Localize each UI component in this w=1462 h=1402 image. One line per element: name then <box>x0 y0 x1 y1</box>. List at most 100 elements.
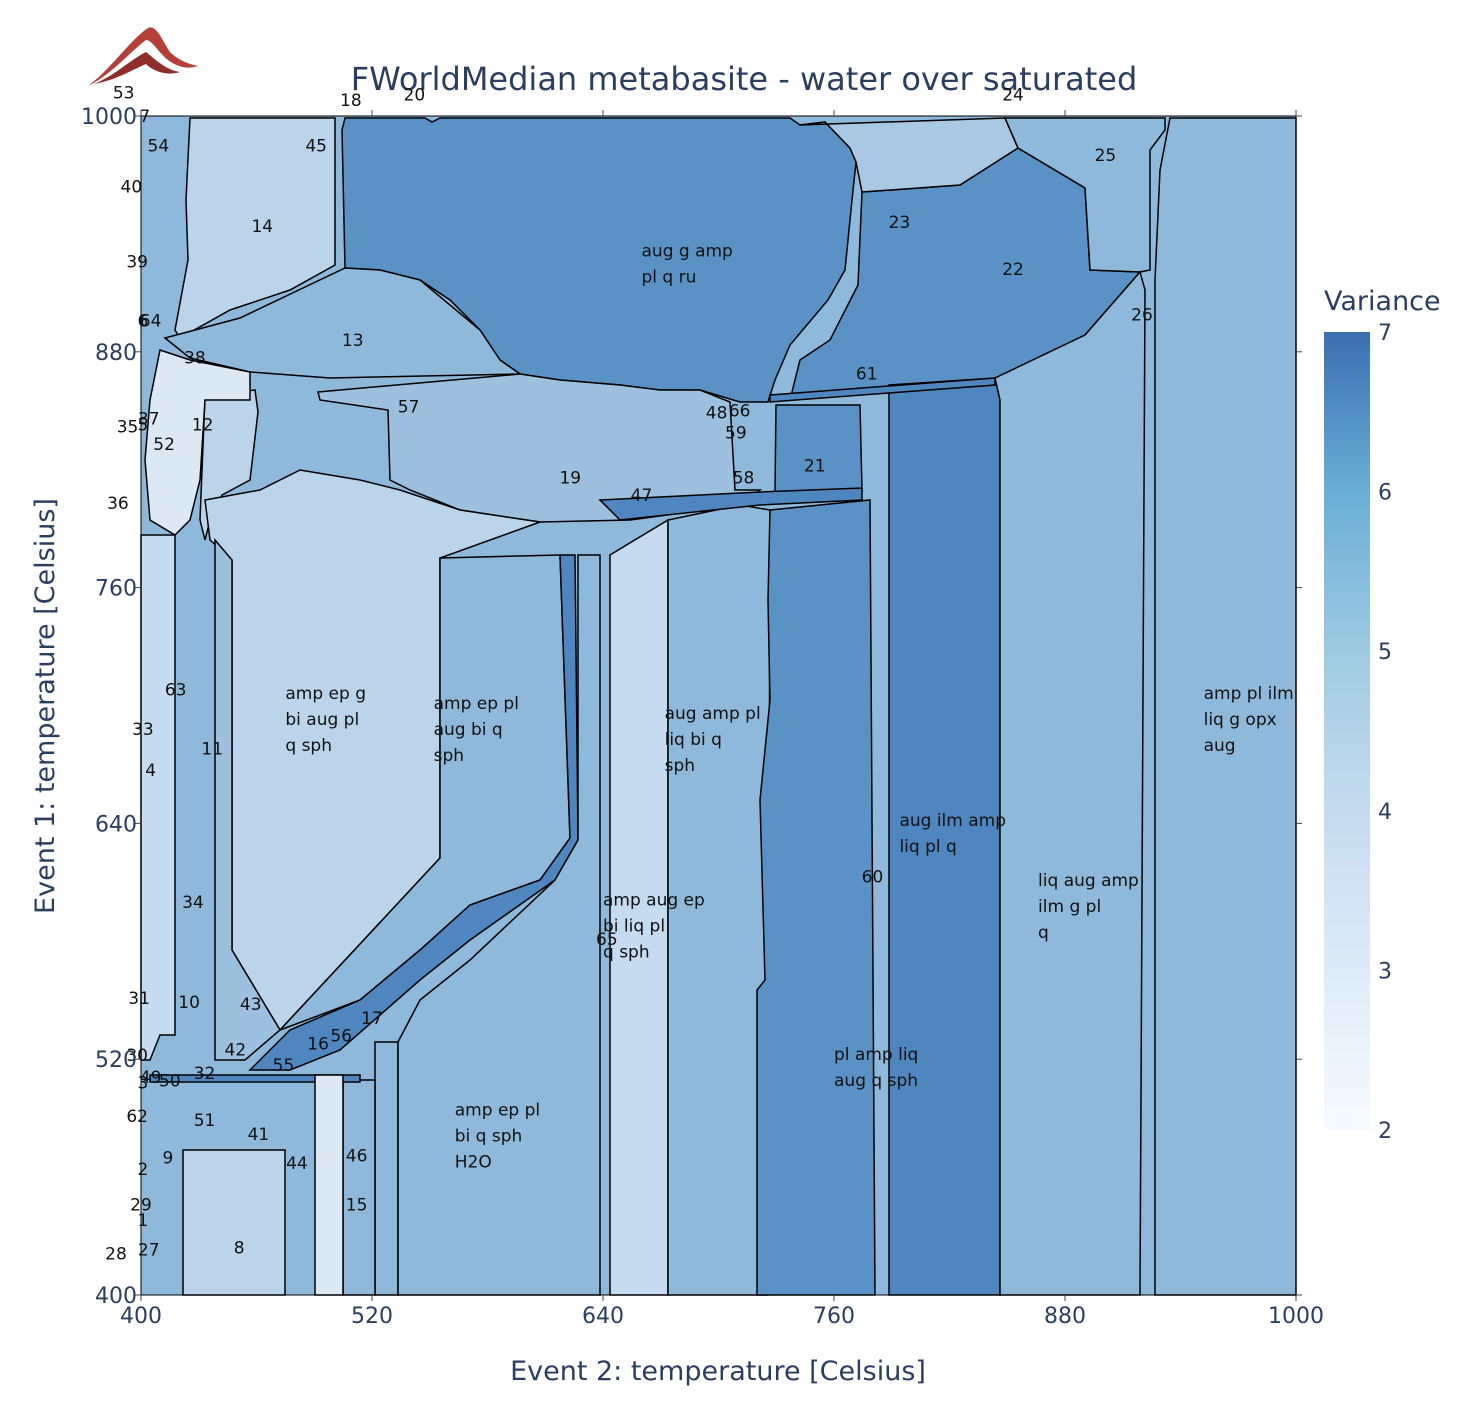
numbered-label: 56 <box>330 1027 352 1047</box>
colorbar-title: Variance <box>1324 286 1441 317</box>
field-label-line: aug <box>1204 736 1236 756</box>
field-label: aug g amp pl q ru <box>642 241 733 287</box>
field-label-line: q sph <box>603 942 650 962</box>
numbered-label: 2 <box>138 1160 149 1180</box>
numbered-label: 55 <box>273 1056 295 1076</box>
numbered-labels: 1234566478910111213141516171819202122232… <box>105 83 1153 1264</box>
field-region <box>149 1074 361 1083</box>
numbered-label: 65 <box>596 930 618 950</box>
numbered-label: 39 <box>126 252 148 272</box>
field-label: liq aug amp ilm g pl q <box>1038 871 1139 943</box>
field-region <box>314 1074 344 1296</box>
numbered-label: 17 <box>361 1009 383 1029</box>
numbered-label: 49 <box>140 1068 162 1088</box>
numbered-label: 27 <box>138 1241 160 1261</box>
numbered-label: 20 <box>404 85 426 105</box>
field-label-line: bi aug pl <box>285 710 359 730</box>
field-label-line: aug bi q <box>434 720 503 740</box>
numbered-label: 63 <box>165 681 187 701</box>
field-label: amp pl ilm liq g opx aug <box>1204 684 1294 756</box>
numbered-label: 11 <box>201 740 223 760</box>
field-label-line: liq aug amp <box>1038 871 1139 891</box>
field-region <box>174 117 336 340</box>
field-region <box>994 270 1146 1296</box>
numbered-label: 10 <box>178 993 200 1013</box>
numbered-label: 28 <box>105 1245 127 1265</box>
field-region <box>144 349 251 536</box>
colorbar-tick-label: 5 <box>1378 640 1392 665</box>
numbered-label: 35 <box>117 417 139 437</box>
numbered-label: 18 <box>340 91 362 111</box>
field-label-line: aug ilm amp <box>899 811 1006 831</box>
numbered-label: 12 <box>192 415 214 435</box>
colorbar-tick-label: 7 <box>1378 321 1392 346</box>
y-axis-title: Event 1: temperature [Celsius] <box>30 498 61 914</box>
field-label: aug amp pl liq bi q sph <box>665 704 761 776</box>
numbered-label: 15 <box>346 1196 368 1216</box>
numbered-label: 46 <box>346 1146 368 1166</box>
field-label: pl amp liq aug q sph <box>834 1045 918 1091</box>
numbered-label: 7 <box>139 107 150 127</box>
colorbar-tick-label: 4 <box>1378 800 1392 825</box>
numbered-label: 60 <box>862 867 884 887</box>
numbered-label: 61 <box>856 364 878 384</box>
field-label-line: pl q ru <box>642 267 697 287</box>
field-label-line: sph <box>665 756 695 776</box>
field-label-line: bi liq pl <box>603 916 665 936</box>
numbered-label: 38 <box>184 349 206 369</box>
field-label-line: pl amp liq <box>834 1045 918 1065</box>
numbered-label: 29 <box>130 1196 152 1216</box>
numbered-label: 16 <box>307 1034 329 1054</box>
numbered-label: 45 <box>305 136 327 156</box>
field-region <box>342 1079 376 1296</box>
field-label-line: H2O <box>455 1153 492 1173</box>
x-tick-label: 880 <box>1044 1304 1086 1329</box>
field-label-line: q sph <box>285 736 332 756</box>
field-region <box>1003 117 1166 273</box>
numbered-label: 47 <box>631 486 653 506</box>
field-region <box>756 499 876 1296</box>
numbered-label: 26 <box>1131 305 1153 325</box>
colorbar-tick-label: 3 <box>1378 959 1392 984</box>
numbered-label: 44 <box>286 1154 308 1174</box>
x-tick-label: 640 <box>582 1304 624 1329</box>
field-label-line: aug q sph <box>834 1071 918 1091</box>
numbered-label: 40 <box>121 178 143 198</box>
field-label-line: amp ep pl <box>455 1101 540 1121</box>
numbered-label: 6 <box>138 311 149 331</box>
y-tick-label: 640 <box>95 812 137 837</box>
numbered-label: 64 <box>140 311 162 331</box>
field-label: amp ep pl bi q sph H2O <box>455 1101 540 1173</box>
field-label-line: ilm g pl <box>1038 897 1101 917</box>
numbered-label: 5 <box>138 415 149 435</box>
colorbar: Variance 2 3 4 5 6 7 <box>1324 286 1441 1144</box>
colorbar-tick-label: 6 <box>1378 481 1392 506</box>
field-label-line: liq g opx <box>1204 710 1277 730</box>
numbered-label: 8 <box>234 1239 245 1259</box>
field-label: aug ilm amp liq pl q <box>899 811 1006 857</box>
field-label: amp aug ep bi liq pl q sph <box>603 890 705 962</box>
numbered-label: 25 <box>1095 146 1117 166</box>
numbered-label: 62 <box>126 1107 148 1127</box>
field-label-line: aug amp pl <box>665 704 761 724</box>
x-axis-title: Event 2: temperature [Celsius] <box>510 1356 926 1387</box>
numbered-label: 24 <box>1002 85 1024 105</box>
numbered-label: 3 <box>138 1074 149 1094</box>
colorbar-ticks: 2 3 4 5 6 7 <box>1378 321 1392 1144</box>
numbered-label: 23 <box>889 213 911 233</box>
numbered-label: 52 <box>153 435 175 455</box>
y-tick-label: 400 <box>95 1284 137 1309</box>
field-region <box>140 534 176 1061</box>
field-label-line: sph <box>434 746 464 766</box>
field-label-line: amp ep pl <box>434 694 519 714</box>
numbered-label: 53 <box>113 83 135 103</box>
field-label-line: q <box>1038 923 1049 943</box>
y-tick-label: 520 <box>95 1048 137 1073</box>
logo <box>88 27 198 87</box>
y-tick-label: 1000 <box>81 105 137 130</box>
numbered-label: 32 <box>194 1064 216 1084</box>
numbered-label: 4 <box>145 761 156 781</box>
field-label-line: amp aug ep <box>603 890 705 910</box>
numbered-label: 34 <box>182 893 204 913</box>
